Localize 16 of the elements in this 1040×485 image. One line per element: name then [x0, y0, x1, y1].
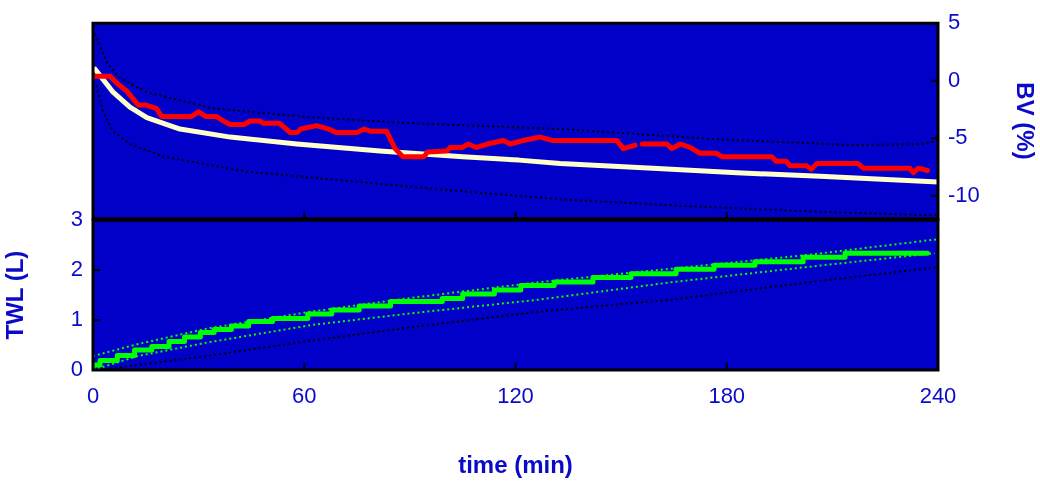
x-axis-title: time (min)	[458, 451, 573, 479]
y-tick-label: 2	[70, 256, 83, 282]
y-tick-label: 5	[948, 9, 961, 35]
y-tick-label: 0	[948, 66, 961, 92]
y-axis-title: TWL (L)	[1, 250, 29, 340]
x-tick-label: 120	[497, 383, 534, 409]
y-tick-label: -5	[948, 124, 968, 150]
y-tick-label: 0	[70, 356, 83, 382]
x-tick-label: 0	[86, 383, 100, 409]
y-axis-title: BV (%)	[1011, 82, 1039, 160]
y-tick-label: -10	[948, 181, 980, 207]
x-tick-label: 60	[292, 383, 317, 409]
x-tick-label: 240	[919, 383, 957, 409]
y-tick-label: 1	[70, 306, 83, 332]
y-tick-label: 3	[70, 206, 83, 232]
x-tick-label: 180	[708, 383, 746, 409]
